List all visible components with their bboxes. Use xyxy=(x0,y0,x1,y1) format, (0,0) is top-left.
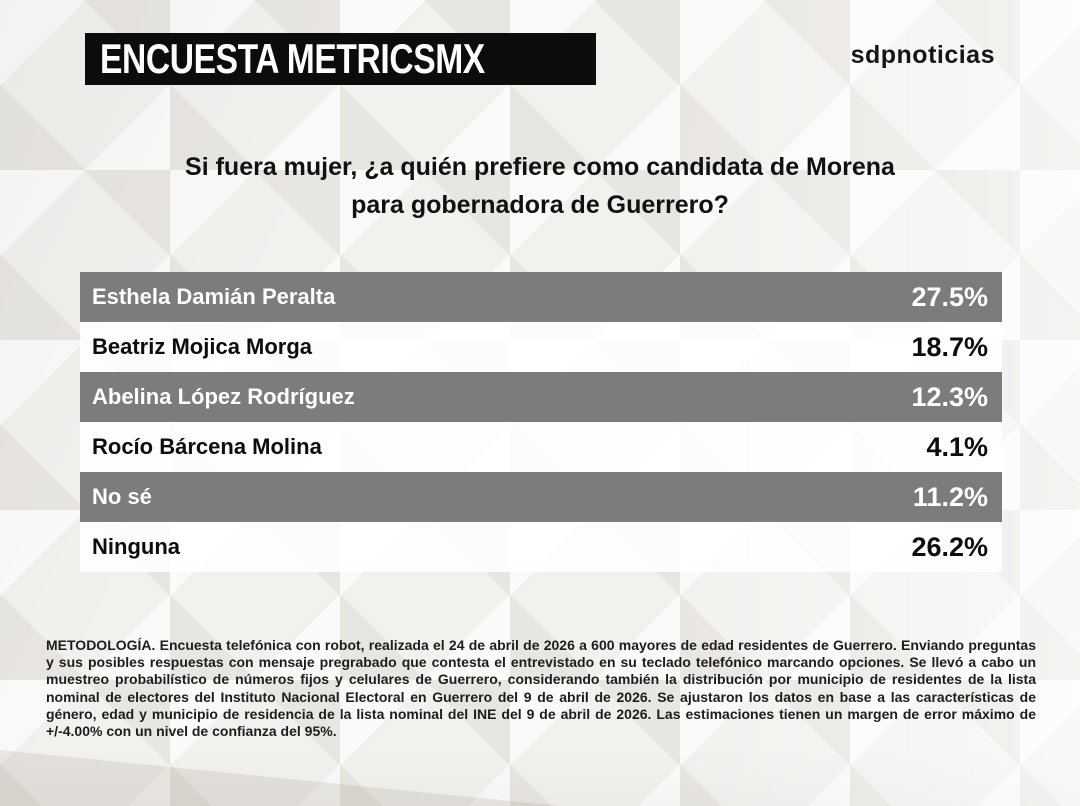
candidate-name: No sé xyxy=(92,484,152,509)
poll-question: Si fuera mujer, ¿a quién prefiere como c… xyxy=(0,148,1080,224)
table-row: Beatriz Mojica Morga 18.7% xyxy=(80,322,1002,372)
table-row: Rocío Bárcena Molina 4.1% xyxy=(80,422,1002,472)
results-table: Esthela Damián Peralta 27.5% Beatriz Moj… xyxy=(80,272,1002,572)
sdpnoticias-logo: sdpnoticias xyxy=(850,41,995,69)
candidate-name: Abelina López Rodríguez xyxy=(92,384,355,409)
poll-question-line1: Si fuera mujer, ¿a quién prefiere como c… xyxy=(185,153,895,181)
table-row: Ninguna 26.2% xyxy=(80,522,1002,572)
candidate-percentage: 27.5% xyxy=(911,281,988,312)
candidate-percentage: 11.2% xyxy=(912,481,988,512)
candidate-percentage: 26.2% xyxy=(911,531,988,562)
background-wedge xyxy=(0,750,560,806)
methodology-text: METODOLOGÍA. Encuesta telefónica con rob… xyxy=(46,637,1036,740)
candidate-name: Beatriz Mojica Morga xyxy=(92,334,313,359)
poll-question-line2: para gobernadora de Guerrero? xyxy=(351,191,729,219)
candidate-name: Esthela Damián Peralta xyxy=(92,284,336,309)
candidate-percentage: 12.3% xyxy=(911,381,988,412)
candidate-name: Rocío Bárcena Molina xyxy=(92,434,322,459)
candidate-percentage: 4.1% xyxy=(926,431,988,462)
table-row: Esthela Damián Peralta 27.5% xyxy=(80,272,1002,322)
table-row: No sé 11.2% xyxy=(80,472,1002,522)
candidate-percentage: 18.7% xyxy=(911,331,988,362)
banner-title: ENCUESTA METRICSMX xyxy=(100,35,485,82)
candidate-name: Ninguna xyxy=(92,534,180,559)
table-row: Abelina López Rodríguez 12.3% xyxy=(80,372,1002,422)
banner-encuesta-metricsmx: ENCUESTA METRICSMX xyxy=(85,33,597,85)
